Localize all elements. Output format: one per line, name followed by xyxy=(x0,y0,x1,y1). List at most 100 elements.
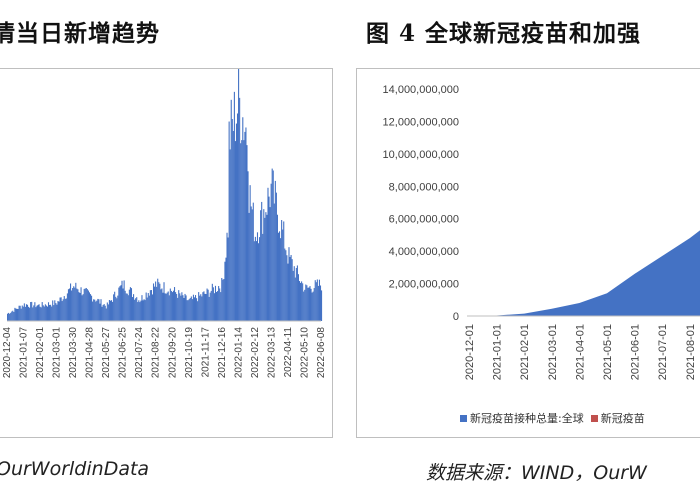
daily-case-bar xyxy=(151,294,154,321)
daily-case-bar xyxy=(93,299,95,321)
daily-case-bar xyxy=(83,288,85,321)
daily-case-bar xyxy=(240,143,242,321)
left-x-tick-label: 2022-01-14 xyxy=(233,327,244,379)
daily-case-bar xyxy=(273,203,275,321)
daily-case-bar xyxy=(164,293,166,321)
daily-cases-bars xyxy=(7,67,323,321)
right-y-tick-label: 14,000,000,000 xyxy=(383,84,459,96)
daily-case-bar xyxy=(305,284,307,321)
daily-case-bar xyxy=(168,295,170,321)
daily-case-bar xyxy=(116,298,118,321)
daily-case-bar xyxy=(67,289,70,321)
daily-case-bar xyxy=(196,298,198,321)
daily-case-bar xyxy=(188,299,190,321)
daily-case-bar xyxy=(65,298,67,321)
daily-case-bar xyxy=(7,313,9,321)
left-x-tick-label: 2021-03-01 xyxy=(52,327,63,379)
daily-case-bar xyxy=(287,263,289,321)
daily-case-bar xyxy=(14,307,16,321)
daily-case-bar xyxy=(262,233,264,321)
daily-case-bar xyxy=(37,304,39,321)
daily-case-bar xyxy=(156,286,158,321)
daily-case-bar xyxy=(183,297,185,321)
daily-case-bar xyxy=(172,290,175,321)
daily-case-bar xyxy=(99,303,101,321)
left-x-tick-label: 2021-06-25 xyxy=(118,327,129,379)
daily-case-bar xyxy=(119,286,121,321)
daily-case-bar xyxy=(263,209,265,321)
daily-case-bar xyxy=(162,292,164,321)
daily-case-bar xyxy=(177,297,179,321)
daily-case-bar xyxy=(269,207,271,321)
daily-case-bar xyxy=(264,217,266,321)
daily-case-bar xyxy=(62,299,64,321)
daily-case-bar xyxy=(18,305,20,321)
daily-case-bar xyxy=(32,307,34,321)
right-y-tick-label: 6,000,000,000 xyxy=(389,214,459,226)
daily-case-bar xyxy=(51,306,53,321)
left-x-tick-label: 2022-05-10 xyxy=(299,327,310,379)
daily-case-bar xyxy=(141,295,143,321)
daily-case-bar xyxy=(204,293,206,321)
daily-case-bar xyxy=(70,283,72,321)
daily-case-bar xyxy=(137,302,139,321)
daily-case-bar xyxy=(210,290,212,321)
daily-case-bar xyxy=(100,299,102,321)
daily-case-bar xyxy=(202,292,204,321)
daily-case-bar xyxy=(295,267,297,321)
daily-case-bar xyxy=(209,292,211,321)
daily-case-bar xyxy=(278,231,281,321)
daily-case-bar xyxy=(222,279,224,321)
daily-case-bar xyxy=(268,196,270,321)
left-x-tick-label: 2021-11-17 xyxy=(200,327,211,378)
daily-case-bar xyxy=(212,287,214,321)
daily-case-bar xyxy=(102,304,104,321)
daily-case-bar xyxy=(12,310,14,321)
daily-case-bar xyxy=(143,299,145,321)
daily-case-bar xyxy=(226,232,228,321)
daily-case-bar xyxy=(173,287,176,321)
daily-case-bar xyxy=(101,306,103,321)
daily-case-bar xyxy=(200,294,202,321)
daily-case-bar xyxy=(247,171,249,321)
daily-case-bar xyxy=(187,300,189,321)
daily-case-bar xyxy=(24,306,26,321)
daily-case-bar xyxy=(203,291,205,321)
daily-case-bar xyxy=(114,291,116,321)
daily-case-bar xyxy=(288,247,290,321)
daily-case-bar xyxy=(259,237,261,321)
daily-case-bar xyxy=(138,300,140,321)
vaccination-area-chart: 0 2,000,000,000 4,000,000,000 6,000,000,000… xyxy=(383,84,700,380)
daily-case-bar xyxy=(319,285,322,321)
daily-case-bar xyxy=(270,183,272,321)
daily-case-bar xyxy=(34,302,36,321)
right-y-tick-label: 12,000,000,000 xyxy=(383,116,459,128)
daily-case-bar xyxy=(9,313,11,321)
daily-case-bar xyxy=(110,300,113,321)
daily-case-bar xyxy=(152,283,155,321)
daily-case-bar xyxy=(292,270,294,321)
right-y-tick-label: 4,000,000,000 xyxy=(389,246,459,258)
daily-case-bar xyxy=(199,295,201,321)
daily-case-bar xyxy=(218,286,220,321)
daily-case-bar xyxy=(248,212,250,321)
daily-case-bar xyxy=(265,212,267,321)
daily-case-bar xyxy=(170,290,172,321)
daily-case-bar xyxy=(28,306,30,321)
daily-case-bar xyxy=(243,140,245,321)
daily-case-bar xyxy=(43,306,45,321)
daily-case-bar xyxy=(220,292,222,321)
daily-case-bar xyxy=(194,295,197,321)
daily-case-bar xyxy=(160,289,162,321)
daily-case-bar xyxy=(205,294,207,321)
daily-case-bar xyxy=(261,201,263,321)
daily-case-bar xyxy=(267,187,269,321)
daily-case-bar xyxy=(80,287,82,321)
right-x-tick-label: 2021-02-01 xyxy=(519,324,531,380)
daily-case-bar xyxy=(16,308,18,321)
daily-case-bar xyxy=(19,305,21,321)
daily-case-bar xyxy=(213,293,215,321)
daily-case-bar xyxy=(207,289,209,321)
daily-case-bar xyxy=(235,123,238,321)
daily-case-bar xyxy=(133,294,135,321)
